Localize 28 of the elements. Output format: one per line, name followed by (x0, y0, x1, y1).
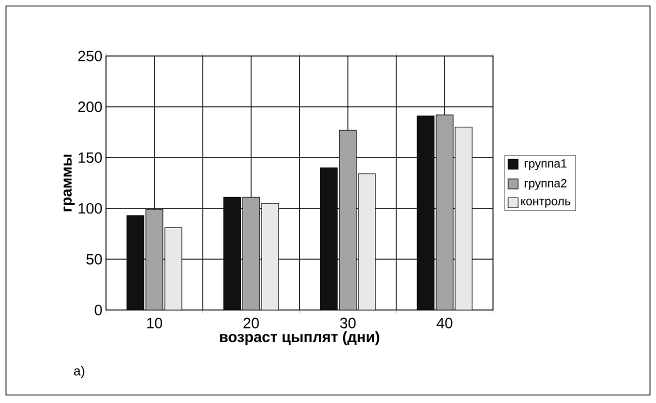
bar (358, 174, 376, 310)
y-tick-label: 100 (78, 203, 102, 214)
bar (223, 196, 241, 310)
bar (436, 114, 454, 310)
x-tick-label: 30 (340, 318, 356, 328)
bar (339, 130, 357, 310)
bar (454, 126, 472, 310)
legend-label: контроль (521, 198, 570, 208)
bar (416, 116, 434, 310)
bar (126, 215, 144, 310)
y-tick-label: 0 (94, 304, 102, 316)
bar (146, 209, 164, 310)
legend-label: группа2 (524, 178, 567, 190)
x-axis-title: возраст цыплят (дни) (220, 331, 380, 346)
bar (261, 203, 279, 310)
y-tick-label: 50 (86, 254, 102, 264)
x-tick-label: 10 (147, 318, 162, 328)
text: a) (74, 366, 84, 378)
legend-label: группа1 (524, 159, 567, 170)
y-axis-title: граммы (64, 154, 75, 212)
bar (242, 196, 260, 310)
bar (164, 227, 182, 310)
bar (320, 167, 338, 310)
x-tick-label: 40 (436, 318, 452, 328)
x-tick-label: 20 (244, 318, 259, 328)
y-tick-label: 150 (78, 152, 102, 163)
y-tick-label: 200 (78, 102, 102, 112)
y-tick-label: 250 (78, 50, 102, 62)
